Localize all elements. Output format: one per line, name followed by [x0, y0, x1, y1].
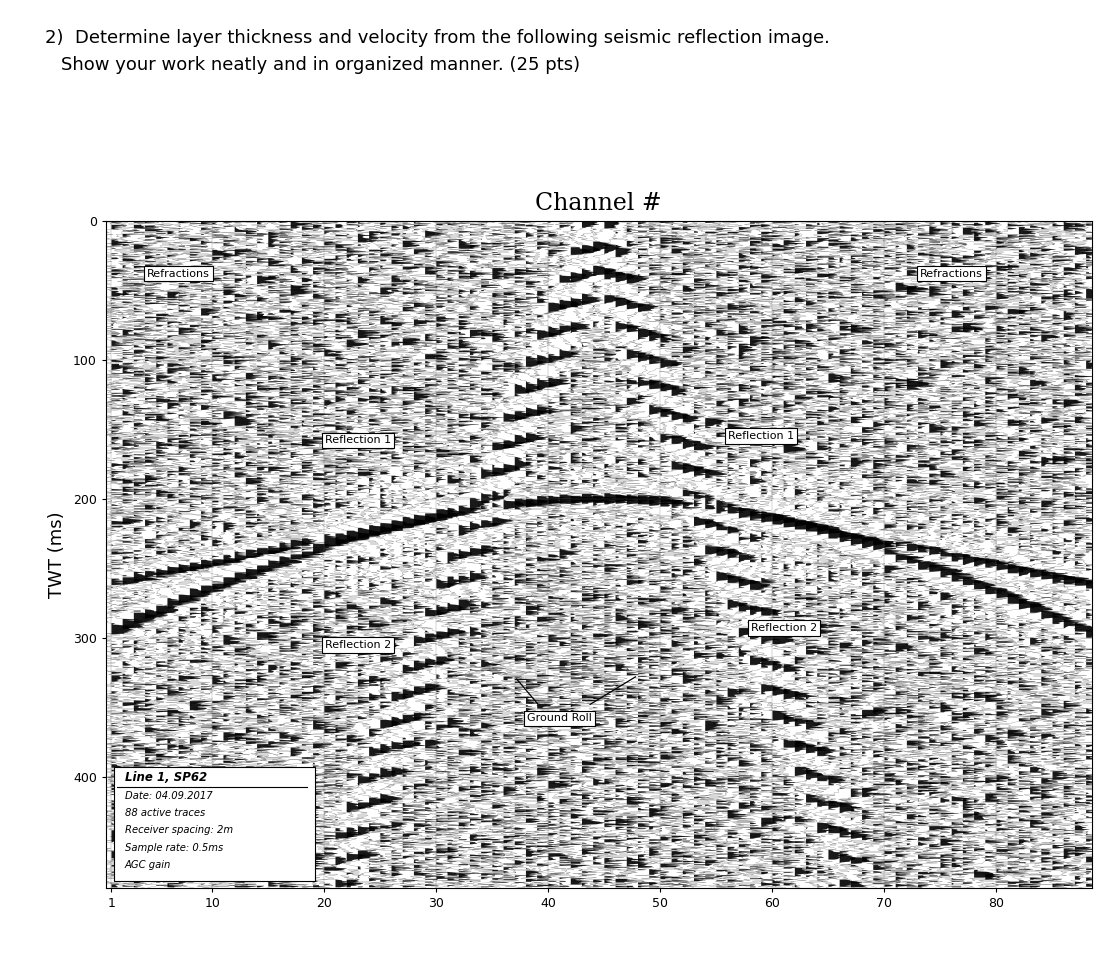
Text: Sample rate: 0.5ms: Sample rate: 0.5ms	[125, 843, 223, 852]
Text: Reflection 2: Reflection 2	[325, 639, 391, 650]
Text: Show your work neatly and in organized manner. (25 pts): Show your work neatly and in organized m…	[61, 56, 580, 74]
Title: Channel #: Channel #	[536, 192, 662, 215]
Text: Ground Roll: Ground Roll	[527, 713, 592, 724]
Text: Reflection 1: Reflection 1	[729, 431, 794, 442]
Text: Reflection 2: Reflection 2	[751, 623, 817, 633]
Text: Receiver spacing: 2m: Receiver spacing: 2m	[125, 826, 233, 835]
FancyBboxPatch shape	[114, 767, 315, 881]
Text: Date: 04.09.2017: Date: 04.09.2017	[125, 791, 213, 801]
Text: AGC gain: AGC gain	[125, 860, 172, 870]
Text: Reflection 1: Reflection 1	[325, 436, 391, 445]
Text: Line 1, SP62: Line 1, SP62	[125, 771, 207, 784]
Text: 2)  Determine layer thickness and velocity from the following seismic reflection: 2) Determine layer thickness and velocit…	[45, 29, 830, 47]
Text: Refractions: Refractions	[147, 269, 211, 278]
Text: Refractions: Refractions	[920, 269, 984, 278]
Y-axis label: TWT (ms): TWT (ms)	[48, 511, 66, 598]
Text: 88 active traces: 88 active traces	[125, 808, 205, 818]
